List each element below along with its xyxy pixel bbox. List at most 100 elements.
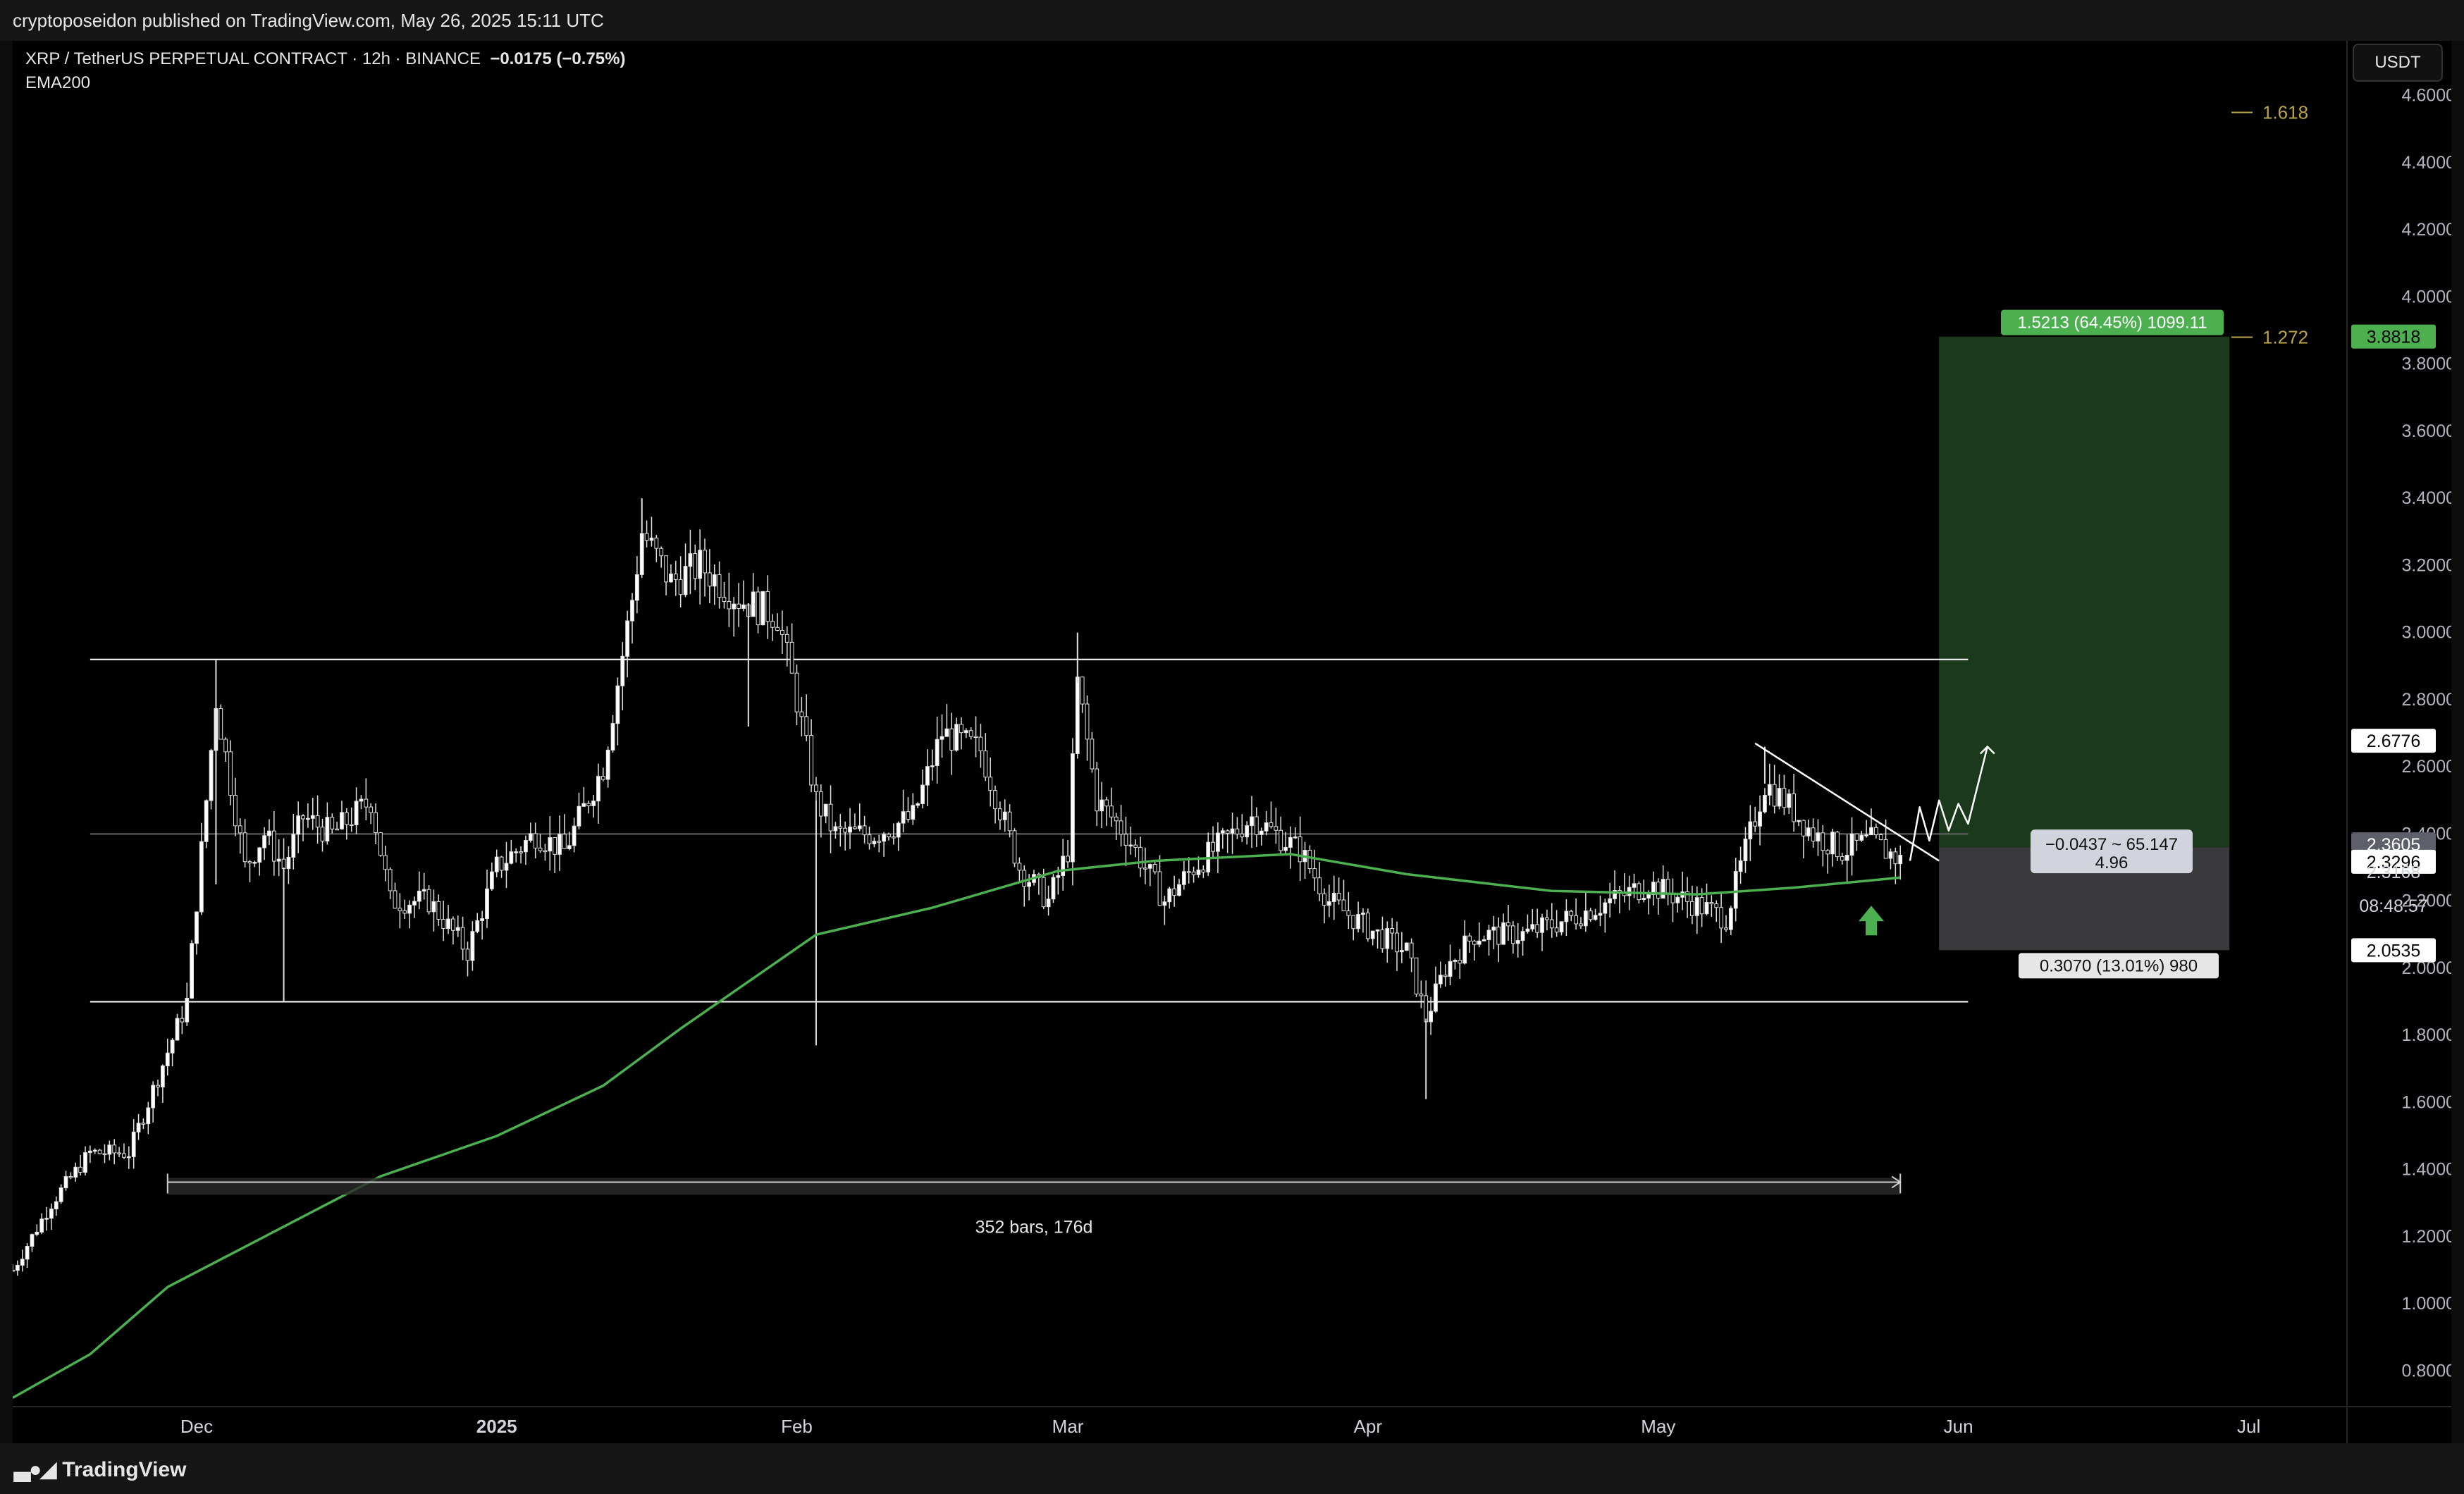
candle-body: [369, 806, 374, 813]
candle-body: [799, 711, 804, 717]
candle-body: [112, 1144, 117, 1154]
candle-body: [1613, 890, 1617, 899]
price-tick-label: 3.4000: [2402, 488, 2451, 508]
candle-body: [15, 1264, 20, 1271]
candle-body: [11, 1270, 15, 1272]
candle-body: [823, 803, 828, 817]
price-tag-box: [2351, 729, 2436, 753]
candle-body: [591, 801, 596, 806]
candle-body: [1458, 960, 1462, 964]
candle-body: [475, 920, 480, 932]
candle-body: [998, 808, 1002, 820]
candle-body: [1404, 942, 1409, 951]
candle-body: [1356, 914, 1360, 930]
date-range-label: 352 bars, 176d: [975, 1217, 1093, 1237]
candle-body: [741, 604, 746, 609]
indicator-legend[interactable]: EMA200: [25, 73, 90, 93]
price-tick-label: 3.8000: [2402, 354, 2451, 374]
candle-body: [1525, 928, 1530, 932]
candle-body: [843, 827, 848, 833]
candle-body: [1893, 851, 1898, 865]
candle-body: [1061, 856, 1066, 877]
candle-body: [1637, 883, 1641, 901]
chart-grid: [13, 41, 2451, 1443]
price-chart[interactable]: 1.618 1.272 352 bars, 176d 1.5213 (64.45%)…: [11, 41, 2456, 1443]
candle-body: [1728, 908, 1733, 930]
candle-body: [760, 591, 765, 626]
price-tick-label: 1.4000: [2402, 1160, 2451, 1180]
candle-body: [1675, 896, 1680, 903]
candle-body: [586, 803, 591, 806]
candle-body: [940, 736, 944, 740]
candle-body: [828, 803, 833, 832]
candle-body: [470, 931, 475, 961]
date-range-band: [167, 1178, 1901, 1195]
candle-body: [1840, 856, 1844, 861]
candle-body: [1797, 820, 1801, 822]
candle-body: [436, 901, 441, 920]
price-tick-label: 1.6000: [2402, 1092, 2451, 1112]
candle-body: [330, 817, 335, 829]
candle-body: [1095, 768, 1099, 812]
candle-body: [460, 927, 465, 950]
candle-body: [1549, 919, 1554, 929]
candle-body: [1066, 856, 1070, 863]
candle-body: [1477, 940, 1482, 945]
candle-body: [993, 790, 997, 810]
candle-body: [1821, 832, 1825, 851]
candle-body: [122, 1153, 126, 1158]
candle-body: [1380, 929, 1385, 949]
candle-body: [165, 1052, 170, 1066]
candle-body: [1351, 915, 1356, 930]
candle-body: [291, 834, 296, 858]
candle-body: [489, 871, 494, 889]
candle-body: [1365, 913, 1370, 939]
candle-body: [514, 851, 519, 853]
price-tick-label: 3.2000: [2402, 555, 2451, 575]
candle-body: [233, 795, 238, 827]
candle-body: [712, 574, 717, 587]
candle-body: [1593, 915, 1598, 920]
candle-body: [639, 533, 644, 575]
candle-body: [949, 728, 954, 751]
currency-button[interactable]: USDT: [2353, 44, 2443, 82]
stop-label: 0.3070 (13.01%) 980: [2040, 956, 2198, 975]
candle-body: [703, 550, 707, 574]
horizontal-levels: 1.618 1.272: [90, 101, 2308, 1003]
candle-body: [1782, 788, 1787, 808]
candle-body: [1177, 884, 1181, 896]
candle-body: [1724, 927, 1728, 930]
candle-body: [698, 550, 703, 579]
candle-body: [1598, 913, 1603, 916]
price-tags: 3.88182.67762.36052.32962.316808:48:572.…: [2351, 324, 2436, 963]
tradingview-logo[interactable]: ▃●◢ TradingView: [14, 1457, 186, 1482]
candle-body: [465, 949, 470, 961]
candle-body: [1540, 917, 1544, 933]
candle-body: [1811, 827, 1816, 842]
target-label: 1.5213 (64.45%) 1099.11: [2017, 314, 2207, 333]
candle-body: [1641, 898, 1646, 901]
candle-body: [364, 798, 369, 808]
price-tick-label: 1.2000: [2402, 1227, 2451, 1247]
candle-body: [1772, 784, 1777, 807]
candle-body: [533, 833, 538, 848]
candle-body: [935, 739, 940, 767]
candle-body: [1090, 739, 1095, 770]
candle-body: [1288, 836, 1293, 848]
candle-body: [1162, 901, 1167, 906]
candle-body: [1743, 839, 1748, 861]
candle-body: [1603, 902, 1608, 914]
candle-body: [1825, 850, 1830, 855]
candle-body: [630, 600, 634, 622]
stats-line2: 4.96: [2095, 853, 2129, 872]
brand-name: TradingView: [62, 1458, 187, 1481]
candle-body: [1322, 893, 1326, 906]
candle-body: [1424, 995, 1429, 1023]
candle-body: [572, 825, 577, 846]
candle-body: [190, 943, 194, 999]
price-tick-label: 4.0000: [2402, 287, 2451, 307]
symbol-legend[interactable]: XRP / TetherUS PERPETUAL CONTRACT · 12h …: [25, 49, 625, 69]
candle-body: [1201, 869, 1206, 872]
price-tag: 2.3168: [2367, 863, 2420, 882]
candle-body: [1211, 841, 1215, 852]
